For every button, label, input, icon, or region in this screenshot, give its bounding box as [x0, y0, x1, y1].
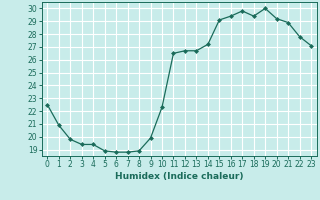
X-axis label: Humidex (Indice chaleur): Humidex (Indice chaleur) — [115, 172, 244, 181]
